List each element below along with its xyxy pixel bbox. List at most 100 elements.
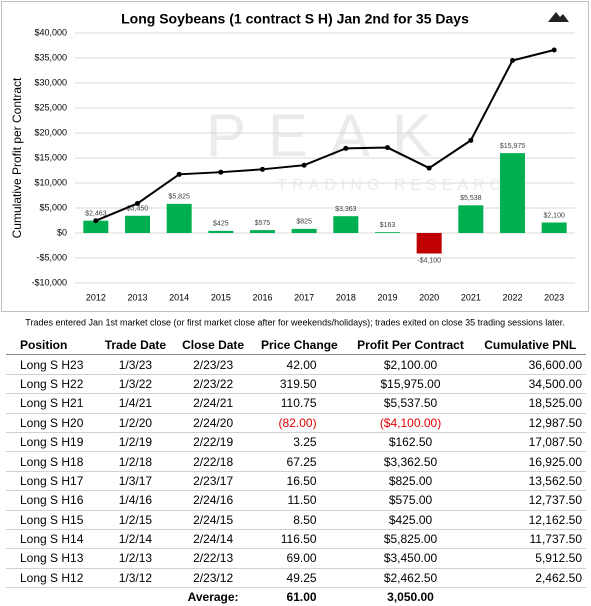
cell: Long S H21 — [6, 393, 97, 414]
cell: 49.25 — [252, 568, 347, 589]
bar — [125, 215, 150, 233]
data-label: $5,825 — [168, 194, 190, 201]
cell: 1/2/20 — [96, 413, 175, 433]
table: Position Trade Date Close Date Price Change… — [6, 336, 586, 606]
cell: Long S H16 — [6, 490, 97, 511]
cell: 1/2/15 — [96, 510, 175, 530]
header-cell: Cumulative PNL — [474, 336, 586, 356]
data-label: $3,363 — [335, 206, 357, 213]
cell: 1/2/14 — [96, 529, 175, 550]
y-tick-label: $0 — [57, 227, 67, 237]
x-tick-label: 2013 — [127, 292, 147, 302]
cell: Long S H14 — [6, 529, 97, 550]
table-row: Long S H17 1/3/17 2/23/17 16.50 $825.00 13,56… — [6, 471, 586, 492]
table-row: Long S H13 1/2/13 2/22/13 69.00 $3,450.00 5,9… — [6, 548, 586, 569]
cell: 8.50 — [252, 510, 347, 530]
blank-cell — [6, 587, 97, 606]
y-tick-label: -$10,000 — [31, 277, 67, 287]
watermark: PEAK — [206, 102, 454, 169]
cell: Average: — [174, 587, 253, 606]
y-axis-label: Cumulative Profit per Contract — [10, 77, 24, 238]
cell: Long S H15 — [6, 510, 97, 530]
table-row: Long S H12 1/3/12 2/23/12 49.25 $2,462.50 2,4… — [6, 568, 586, 589]
cell: 2,462.50 — [474, 568, 586, 589]
cell: ($4,100.00) — [346, 413, 475, 433]
cell: $162.50 — [346, 432, 475, 453]
cell: Long S H13 — [6, 548, 97, 569]
table-row: Long S H18 1/2/18 2/22/18 67.25 $3,362.50 16,… — [6, 451, 586, 472]
line-point — [510, 58, 515, 63]
line-point — [176, 171, 182, 177]
cell: 1/3/17 — [96, 471, 175, 492]
cell: 18,525.00 — [474, 393, 586, 414]
cell: 12,987.50 — [474, 413, 586, 433]
bar — [250, 230, 275, 233]
x-tick-label: 2014 — [169, 292, 189, 302]
cell: 1/2/18 — [96, 451, 175, 472]
cell: Long S H22 — [6, 374, 97, 395]
cell: 12,162.50 — [474, 510, 586, 530]
bar — [83, 220, 109, 233]
cell: 2/23/17 — [174, 471, 253, 492]
cell: 319.50 — [252, 374, 347, 395]
cell: 2/24/15 — [174, 510, 253, 530]
y-tick-label: $20,000 — [34, 127, 67, 137]
table-row: Long S H21 1/4/21 2/24/21 110.75 $5,537.50 18… — [6, 393, 586, 414]
cell: Long S H20 — [6, 413, 97, 433]
bar — [291, 228, 317, 233]
line-point — [343, 145, 349, 151]
line-point — [260, 166, 265, 172]
y-tick-label: $10,000 — [34, 177, 67, 187]
cell: $15,975.00 — [346, 374, 475, 395]
cell: 11.50 — [252, 490, 347, 511]
table-row: Long S H15 1/2/15 2/24/15 8.50 $425.00 12,162… — [6, 510, 586, 530]
cell: $575.00 — [346, 490, 475, 511]
cell: 36,600.00 — [474, 354, 586, 375]
cell: 3,050.00 — [346, 587, 475, 606]
header-cell: Close Date — [174, 336, 253, 356]
y-tick-label: $25,000 — [34, 102, 67, 112]
x-tick-label: 2021 — [461, 292, 481, 302]
cell: 1/4/16 — [96, 490, 175, 511]
cell: 1/2/13 — [96, 548, 175, 569]
x-tick-label: 2023 — [544, 292, 564, 302]
x-tick-label: 2020 — [419, 292, 439, 302]
bar — [166, 203, 192, 233]
cell: 1/4/21 — [96, 393, 175, 414]
table-row: Long S H19 1/2/19 2/22/19 3.25 $162.50 17,087… — [6, 432, 586, 453]
cell: 2/24/21 — [174, 393, 253, 414]
x-tick-label: 2017 — [294, 292, 314, 302]
y-tick-label: $5,000 — [39, 202, 67, 212]
line-point — [551, 47, 557, 53]
line-point — [301, 162, 307, 168]
cell: 1/3/23 — [96, 354, 175, 375]
x-tick-label: 2015 — [211, 292, 231, 302]
cell: $5,825.00 — [346, 529, 475, 550]
line-point — [426, 165, 432, 171]
header-cell: Trade Date — [96, 336, 175, 356]
cell: Long S H23 — [6, 354, 97, 375]
line-point — [218, 169, 224, 175]
cell: 11,737.50 — [474, 529, 586, 550]
table-row: Long S H16 1/4/16 2/24/16 11.50 $575.00 12,73… — [6, 490, 586, 511]
data-label: $425 — [213, 221, 229, 228]
cell: 1/2/19 — [96, 432, 175, 453]
cell: Long S H12 — [6, 568, 97, 589]
cell: 16,925.00 — [474, 451, 586, 472]
cell: 34,500.00 — [474, 374, 586, 395]
header-cell: Position — [6, 336, 97, 356]
cell: 2/24/14 — [174, 529, 253, 550]
y-tick-label: $30,000 — [34, 77, 67, 87]
cell: (82.00) — [252, 413, 347, 433]
cell: 2/24/20 — [174, 413, 253, 433]
cell: 12,737.50 — [474, 490, 586, 511]
data-label: $825 — [296, 219, 312, 226]
cell: 1/3/12 — [96, 568, 175, 589]
cell: 13,562.50 — [474, 471, 586, 492]
bar — [375, 232, 400, 233]
chart-title: Long Soybeans (1 contract S H) Jan 2nd f… — [121, 11, 469, 27]
cell: 1/3/22 — [96, 374, 175, 395]
cell: $425.00 — [346, 510, 475, 530]
table-row: Long S H14 1/2/14 2/24/14 116.50 $5,825.00 11… — [6, 529, 586, 550]
